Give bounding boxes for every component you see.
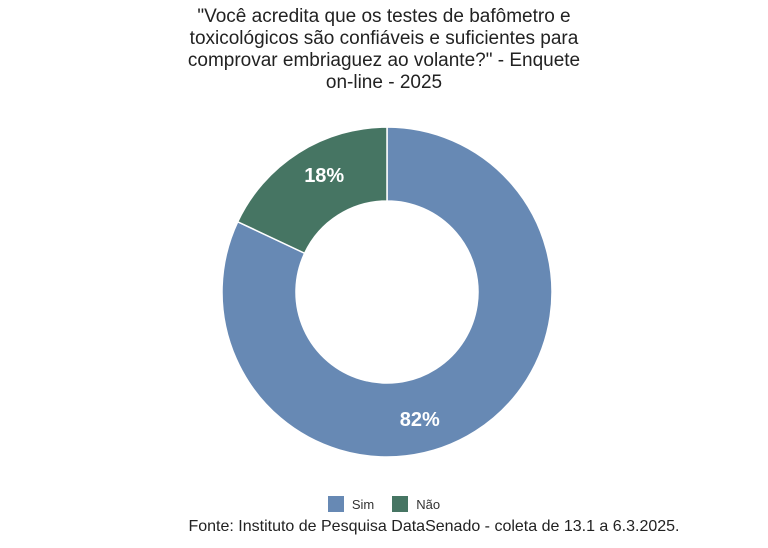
legend-swatch-nao bbox=[392, 496, 409, 512]
chart-title-line-2: toxicológicos são confiáveis e suficient… bbox=[189, 28, 579, 49]
slice-label-nao: 18% bbox=[304, 165, 344, 187]
legend: Sim Não bbox=[0, 496, 768, 512]
source-note: Fonte: Instituto de Pesquisa DataSenado … bbox=[188, 518, 680, 535]
slice-sim[interactable] bbox=[221, 126, 553, 458]
chart-title-line-1: "Você acredita que os testes de bafômetr… bbox=[197, 6, 571, 27]
legend-item-sim[interactable]: Sim bbox=[327, 496, 375, 512]
chart-title-line-4: on-line - 2025 bbox=[325, 72, 443, 93]
chart-title-line-3: comprovar embriaguez ao volante?" - Enqu… bbox=[187, 50, 581, 71]
slice-nao[interactable] bbox=[236, 126, 388, 255]
legend-item-nao[interactable]: Não bbox=[392, 496, 440, 512]
legend-swatch-sim bbox=[327, 496, 344, 512]
legend-label-sim: Sim bbox=[351, 496, 375, 512]
legend-label-nao: Não bbox=[416, 496, 441, 512]
chart-title: "Você acredita que os testes de bafômetr… bbox=[134, 6, 634, 94]
slice-label-sim: 82% bbox=[400, 409, 440, 431]
